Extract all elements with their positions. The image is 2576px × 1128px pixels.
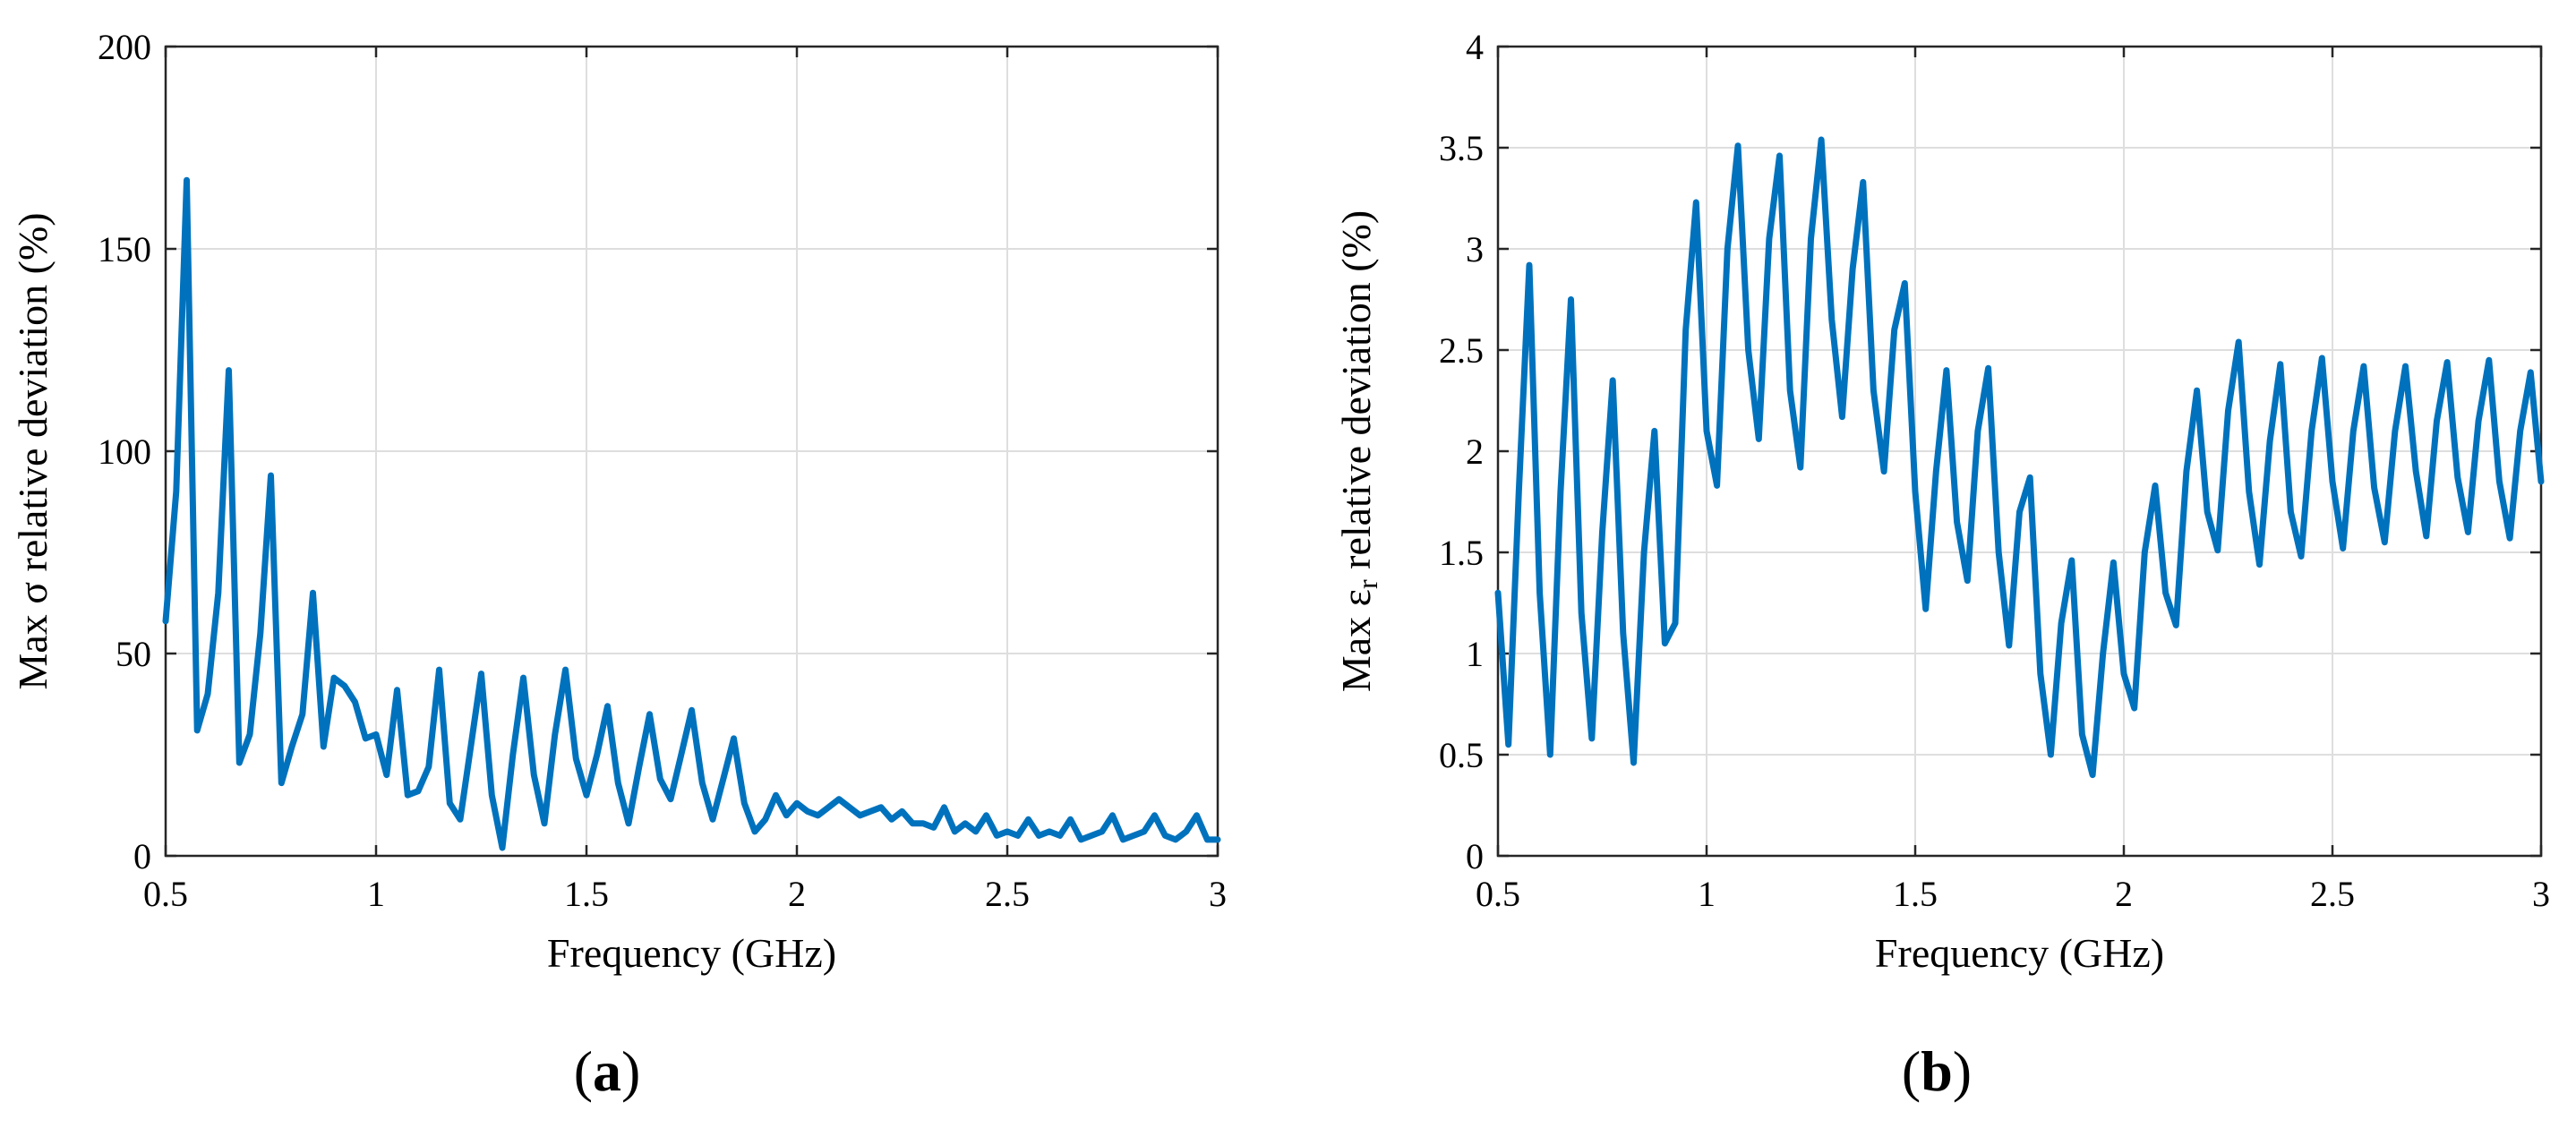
- chart-a-y-tick-label-2: 100: [98, 432, 151, 472]
- chart-b-y-tick-label-5: 2.5: [1439, 330, 1484, 371]
- chart-a-x-tick-label-4: 2.5: [985, 874, 1030, 914]
- chart-b-y-tick-label-7: 3.5: [1439, 128, 1484, 168]
- chart-b-x-tick-label-2: 1.5: [1893, 874, 1938, 914]
- chart-b-y-tick-label-4: 2: [1466, 432, 1484, 472]
- chart-a-panel-letter: a: [593, 1039, 621, 1103]
- chart-a-y-tick-label-1: 50: [116, 634, 151, 674]
- chart-a-ticks: [164, 45, 1220, 858]
- chart-panel-a: 0.5 1 1.5 2 2.5 3 0 50 100 150 200 Frequency (GHz)…: [10, 27, 1227, 1103]
- chart-a-series-line: [162, 176, 1221, 851]
- chart-b-x-tick-label-3: 2: [2115, 874, 2133, 914]
- chart-b-series-line: [1494, 136, 2545, 779]
- chart-a-panel-caption: (a): [574, 1039, 641, 1103]
- chart-b-y-tick-label-0: 0: [1466, 836, 1484, 876]
- chart-b-panel-letter: b: [1921, 1039, 1953, 1103]
- chart-a-y-tick-label-0: 0: [133, 836, 151, 876]
- chart-b-y-tick-label-6: 3: [1466, 229, 1484, 269]
- chart-b-x-tick-label-4: 2.5: [2310, 874, 2355, 914]
- chart-b-y-axis-label-subscript: r: [1351, 579, 1383, 589]
- chart-b-y-tick-label-2: 1: [1466, 634, 1484, 674]
- chart-b-y-tick-label-3: 1.5: [1439, 533, 1484, 573]
- chart-a-x-tick-label-3: 2: [788, 874, 806, 914]
- chart-b-x-tick-label-5: 3: [2532, 874, 2550, 914]
- chart-a-x-tick-label-0: 0.5: [143, 874, 188, 914]
- chart-a-y-tick-label-4: 200: [98, 27, 151, 67]
- chart-b-y-axis-label-prefix: Max ε: [1333, 589, 1379, 692]
- chart-b-x-axis-label: Frequency (GHz): [1875, 930, 2164, 976]
- chart-a-y-axis-label-text: Max σ relative deviation (%): [10, 212, 56, 689]
- chart-a-tick-labels: 0.5 1 1.5 2 2.5 3 0 50 100 150 200: [98, 27, 1227, 914]
- chart-a-x-tick-label-5: 3: [1209, 874, 1227, 914]
- chart-b-y-axis-label: Max εr relative deviation (%): [1333, 210, 1383, 692]
- chart-b-y-axis-label-suffix: relative deviation (%): [1333, 210, 1379, 580]
- chart-a-grid: [166, 47, 1218, 856]
- chart-a-y-tick-label-3: 150: [98, 229, 151, 269]
- chart-a-x-tick-label-1: 1: [367, 874, 385, 914]
- chart-b-y-tick-label-1: 0.5: [1439, 735, 1484, 775]
- chart-a-x-axis-label: Frequency (GHz): [547, 930, 836, 976]
- chart-a-y-axis-label: Max σ relative deviation (%): [10, 212, 56, 689]
- chart-b-x-tick-label-1: 1: [1698, 874, 1716, 914]
- chart-b-tick-labels: 0.5 1 1.5 2 2.5 300.511.522.533.54: [1439, 27, 2550, 914]
- chart-b-y-tick-label-8: 4: [1466, 27, 1484, 67]
- chart-a-x-tick-label-2: 1.5: [564, 874, 609, 914]
- chart-b-x-tick-label-0: 0.5: [1476, 874, 1520, 914]
- chart-panel-b: 0.5 1 1.5 2 2.5 300.511.522.533.54 Frequency …: [1333, 27, 2550, 1103]
- chart-b-panel-caption: (b): [1902, 1039, 1972, 1103]
